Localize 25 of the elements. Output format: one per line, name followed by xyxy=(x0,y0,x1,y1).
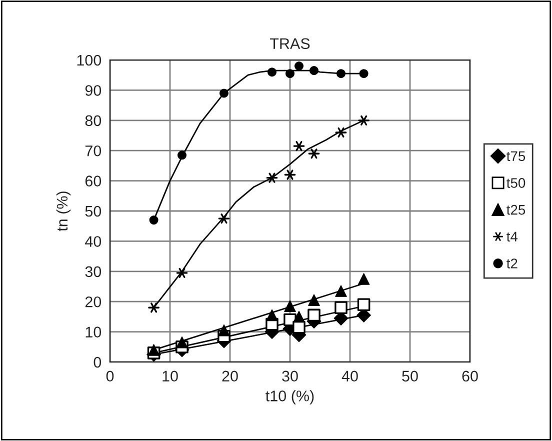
y-tick-label: 30 xyxy=(85,266,102,278)
y-tick-label: 90 xyxy=(85,85,102,96)
x-tick-label: 60 xyxy=(462,370,478,382)
y-tick-label: 60 xyxy=(85,176,102,186)
x-axis-title: t10 (%) xyxy=(266,390,314,404)
x-tick-label: 50 xyxy=(402,370,418,382)
y-tick-label: 80 xyxy=(85,115,102,126)
y-tick-label: 40 xyxy=(85,236,102,247)
y-axis-title: tn (%) xyxy=(56,192,71,232)
legend-label: t75 xyxy=(506,151,526,162)
legend-label: t25 xyxy=(506,204,526,215)
x-tick-label: 10 xyxy=(162,370,178,382)
y-tick-label: 20 xyxy=(85,296,102,308)
x-tick-label: 30 xyxy=(282,370,298,382)
y-tick-label: 70 xyxy=(85,145,102,156)
y-tick-label: 10 xyxy=(86,326,102,338)
legend-label: t50 xyxy=(506,178,526,188)
chart-title: TRAS xyxy=(270,38,310,50)
y-tick-label: 0 xyxy=(94,356,102,368)
y-tick-label: 50 xyxy=(85,206,102,217)
y-tick-label: 100 xyxy=(77,54,102,66)
x-tick-label: 20 xyxy=(222,370,238,382)
legend-label: t2 xyxy=(506,258,518,268)
x-tick-label: 0 xyxy=(106,370,114,382)
x-tick-label: 40 xyxy=(342,370,358,382)
